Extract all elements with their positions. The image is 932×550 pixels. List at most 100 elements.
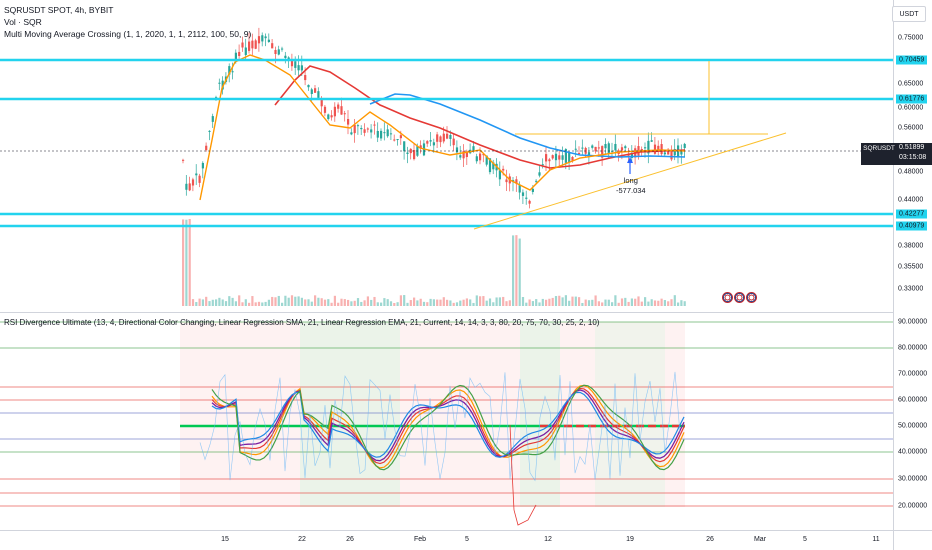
long-label: long: [623, 176, 638, 185]
candle-body: [571, 157, 574, 161]
candle-body: [396, 139, 399, 141]
oscillator-tick-label: 60.00000: [898, 396, 928, 404]
candle-body: [432, 142, 435, 146]
volume-bar: [541, 298, 544, 306]
candle-body: [267, 39, 270, 42]
current-price: 0.51899: [899, 144, 925, 151]
symbol-price-tag: SQRUSDT: [861, 143, 897, 165]
candle-body: [300, 65, 303, 71]
candle-body: [488, 158, 492, 173]
volume-bar: [300, 297, 303, 306]
candle-body: [492, 162, 495, 170]
candle-body: [459, 155, 462, 158]
candle-body: [558, 155, 561, 160]
long-arrow-head: [627, 157, 633, 163]
volume-bar: [281, 302, 284, 306]
pane-separator[interactable]: [0, 312, 893, 313]
candle-body: [310, 89, 313, 94]
volume-bar: [215, 299, 218, 306]
candle-body: [307, 84, 310, 88]
oscillator-tick-label: 40.00000: [898, 448, 928, 456]
volume-bar: [653, 300, 657, 306]
volume-bar: [241, 302, 244, 306]
volume-bar: [472, 302, 475, 306]
candle-body: [680, 151, 683, 155]
candle-body: [182, 159, 185, 161]
volume-bar: [498, 297, 501, 306]
candle-body: [581, 147, 584, 149]
volume-bar: [317, 297, 320, 306]
us-flag-icon[interactable]: [722, 292, 733, 303]
volume-bar: [205, 296, 208, 306]
price-tick-label: 0.60000: [898, 104, 924, 112]
volume-bar: [436, 299, 439, 306]
candle-body: [238, 51, 241, 57]
candle-body: [188, 183, 191, 191]
candle-body: [436, 134, 439, 142]
currency-selector[interactable]: USDT: [892, 6, 926, 22]
ma-blue-line: [369, 93, 686, 158]
volume-bar: [314, 295, 317, 306]
candle-body: [449, 134, 452, 139]
volume-bar: [502, 296, 505, 306]
volume-bar: [340, 298, 343, 306]
candle-body: [366, 128, 369, 130]
candle-body: [333, 106, 336, 117]
candle-body: [657, 145, 660, 151]
volume-bar: [488, 298, 492, 306]
candle-body: [380, 130, 383, 139]
us-flag-icon[interactable]: [746, 292, 757, 303]
rsi-bull-zone: [520, 322, 560, 507]
rsi-indicator-legend[interactable]: RSI Divergence Ultimate (13, 4, Directio…: [4, 318, 600, 327]
candle-body: [568, 152, 571, 163]
oscillator-tick-label: 20.00000: [898, 502, 928, 510]
candle-body: [208, 130, 211, 132]
volume-bar: [419, 298, 422, 306]
ma-orange-line: [199, 54, 686, 201]
candle-body: [518, 184, 521, 193]
candle-body: [653, 144, 657, 154]
oscillator-tick-label: 90.00000: [898, 318, 928, 326]
candle-body: [439, 136, 442, 143]
candle-body: [363, 129, 366, 133]
ma-red-line: [274, 65, 686, 169]
volume-bar: [571, 296, 574, 306]
volume-bar: [347, 299, 350, 306]
volume-bar: [644, 297, 647, 306]
volume-bar: [383, 298, 386, 306]
candle-body: [601, 146, 604, 158]
candle-body: [548, 159, 551, 162]
volume-bar: [482, 296, 485, 306]
candle-body: [505, 179, 508, 183]
volume-bar: [548, 298, 551, 306]
us-flag-icon[interactable]: [734, 292, 745, 303]
economic-events[interactable]: [722, 292, 757, 303]
candle-body: [323, 106, 327, 113]
volume-bar: [389, 301, 393, 306]
volume-bar: [587, 300, 591, 306]
candle-body: [350, 132, 353, 135]
symbol-title[interactable]: SQRUSDT SPOT, 4h, BYBIT: [4, 5, 114, 15]
candle-body: [264, 36, 267, 39]
candle-body: [455, 147, 459, 153]
volume-bar: [320, 298, 323, 306]
candle-body: [337, 104, 340, 109]
long-position-annotation[interactable]: long -577.034: [616, 176, 646, 196]
candle-body: [535, 180, 538, 182]
volume-bar: [465, 298, 468, 306]
volume-bar: [545, 299, 548, 306]
volume-bar: [370, 299, 373, 306]
volume-bar: [538, 302, 541, 306]
candle-body: [578, 152, 581, 154]
candle-body: [462, 151, 465, 159]
volume-bar: [462, 299, 465, 306]
price-tick-label: 0.44000: [898, 196, 924, 204]
ma-indicator-legend[interactable]: Multi Moving Average Crossing (1, 1, 202…: [4, 29, 252, 39]
volume-bar: [251, 296, 254, 306]
time-tick-label: 15: [221, 536, 229, 543]
volume-bar: [469, 299, 472, 306]
candle-body: [528, 200, 531, 204]
volume-legend[interactable]: Vol · SQR: [4, 17, 42, 27]
